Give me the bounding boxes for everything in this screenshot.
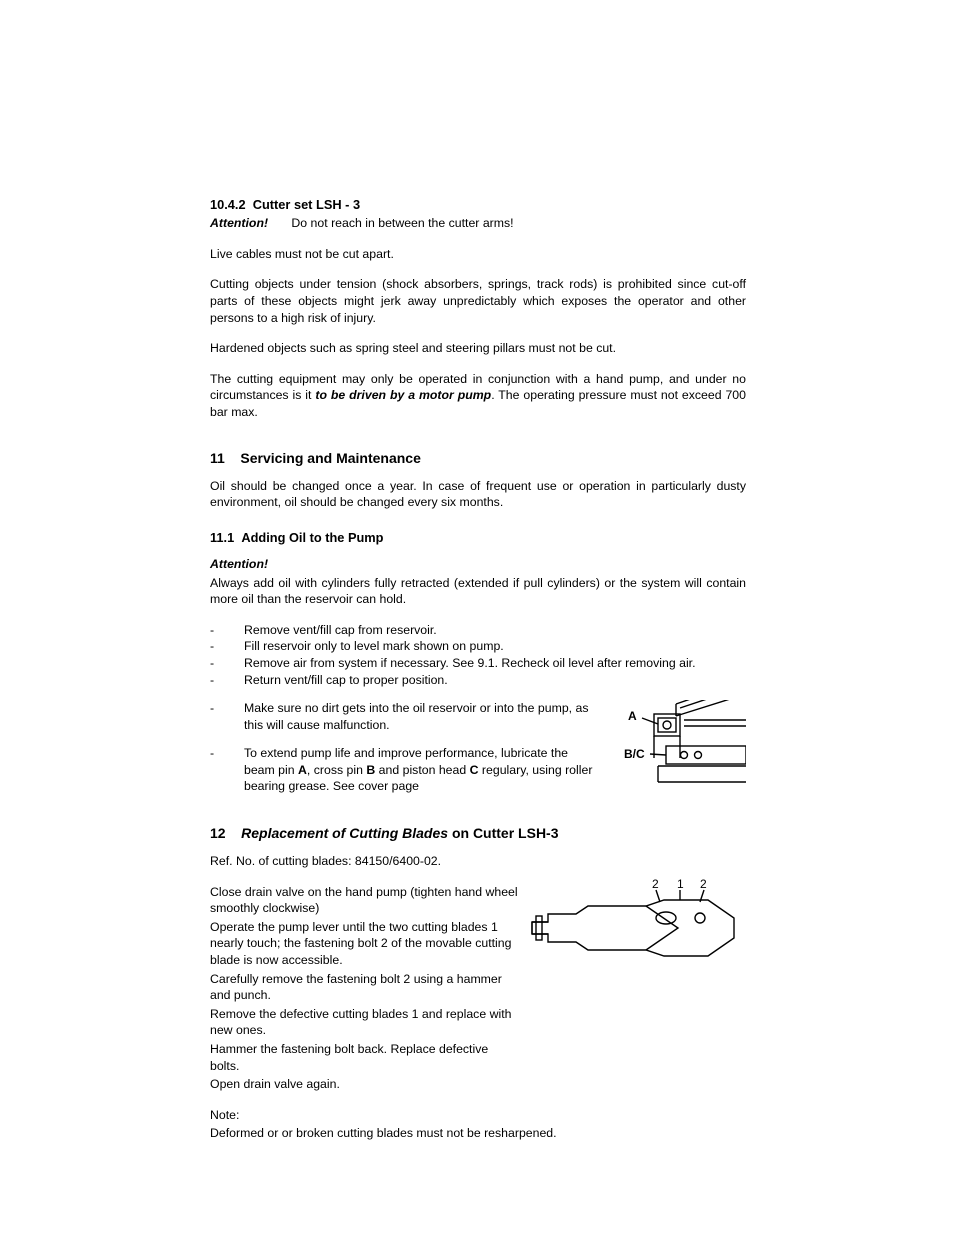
s12-p2: Operate the pump lever until the two cut… bbox=[210, 919, 518, 969]
attention-text-11-1: Always add oil with cylinders fully retr… bbox=[210, 575, 746, 608]
cutter-diagram-icon: 2 1 2 bbox=[528, 878, 746, 978]
attention-label: Attention! bbox=[210, 557, 268, 571]
s12-p5: Hammer the fastening bolt back. Replace … bbox=[210, 1041, 518, 1074]
list-item: - To extend pump life and improve perfor… bbox=[210, 745, 598, 795]
cutter-diagram: 2 1 2 bbox=[528, 878, 746, 968]
heading-11-1: 11.1 Adding Oil to the Pump bbox=[210, 529, 746, 546]
heading-title: Adding Oil to the Pump bbox=[241, 530, 383, 545]
para-live-cables: Live cables must not be cut apart. bbox=[210, 246, 746, 263]
heading-title-italic: Replacement of Cutting Blades bbox=[241, 825, 448, 841]
pump-diagram: A B/C bbox=[618, 700, 746, 796]
para-oil-change: Oil should be changed once a year. In ca… bbox=[210, 478, 746, 511]
list-with-diagram: -Make sure no dirt gets into the oil res… bbox=[210, 700, 746, 796]
attention-label: Attention! bbox=[210, 215, 288, 232]
s12-p6: Open drain valve again. bbox=[210, 1076, 518, 1093]
heading-number: 11 bbox=[210, 450, 225, 466]
heading-number: 12 bbox=[210, 825, 226, 841]
attention-text: Do not reach in between the cutter arms! bbox=[291, 216, 513, 230]
s12-p4: Remove the defective cutting blades 1 an… bbox=[210, 1006, 518, 1039]
diagram-label-2b: 2 bbox=[700, 878, 707, 891]
list-item: -Remove air from system if necessary. Se… bbox=[210, 655, 746, 672]
document-page: 10.4.2 Cutter set LSH - 3 Attention! Do … bbox=[0, 0, 954, 1235]
list-item: -Fill reservoir only to level mark shown… bbox=[210, 638, 746, 655]
heading-number: 10.4.2 bbox=[210, 197, 246, 212]
para-hardened: Hardened objects such as spring steel an… bbox=[210, 340, 746, 357]
s12-p3: Carefully remove the fastening bolt 2 us… bbox=[210, 971, 518, 1004]
heading-title-rest: on Cutter LSH-3 bbox=[448, 825, 558, 841]
heading-10-4-2: 10.4.2 Cutter set LSH - 3 bbox=[210, 196, 746, 213]
pump-diagram-icon: A B/C bbox=[618, 700, 746, 796]
heading-11: 11 Servicing and Maintenance bbox=[210, 449, 746, 468]
list-item: -Return vent/fill cap to proper position… bbox=[210, 672, 746, 689]
section-12-body: Close drain valve on the hand pump (tigh… bbox=[210, 884, 746, 1107]
diagram-label-bc: B/C bbox=[624, 747, 645, 761]
diagram-label-a: A bbox=[628, 709, 637, 723]
s12-p1: Close drain valve on the hand pump (tigh… bbox=[210, 884, 518, 917]
attention-line: Attention! Do not reach in between the c… bbox=[210, 215, 746, 232]
heading-title: Cutter set LSH - 3 bbox=[253, 197, 360, 212]
diagram-label-2a: 2 bbox=[652, 878, 659, 891]
ref-no: Ref. No. of cutting blades: 84150/6400-0… bbox=[210, 853, 746, 870]
note-text: Deformed or or broken cutting blades mus… bbox=[210, 1125, 746, 1142]
para-tension: Cutting objects under tension (shock abs… bbox=[210, 276, 746, 326]
para-hand-pump: The cutting equipment may only be operat… bbox=[210, 371, 746, 421]
diagram-label-1: 1 bbox=[677, 878, 684, 891]
attention-11-1: Attention! bbox=[210, 556, 746, 573]
heading-title: Servicing and Maintenance bbox=[240, 450, 421, 466]
list-item: -Make sure no dirt gets into the oil res… bbox=[210, 700, 598, 733]
heading-12: 12 Replacement of Cutting Blades on Cutt… bbox=[210, 824, 746, 843]
heading-number: 11.1 bbox=[210, 530, 234, 545]
note-label: Note: bbox=[210, 1107, 746, 1124]
list-item: -Remove vent/fill cap from reservoir. bbox=[210, 622, 746, 639]
